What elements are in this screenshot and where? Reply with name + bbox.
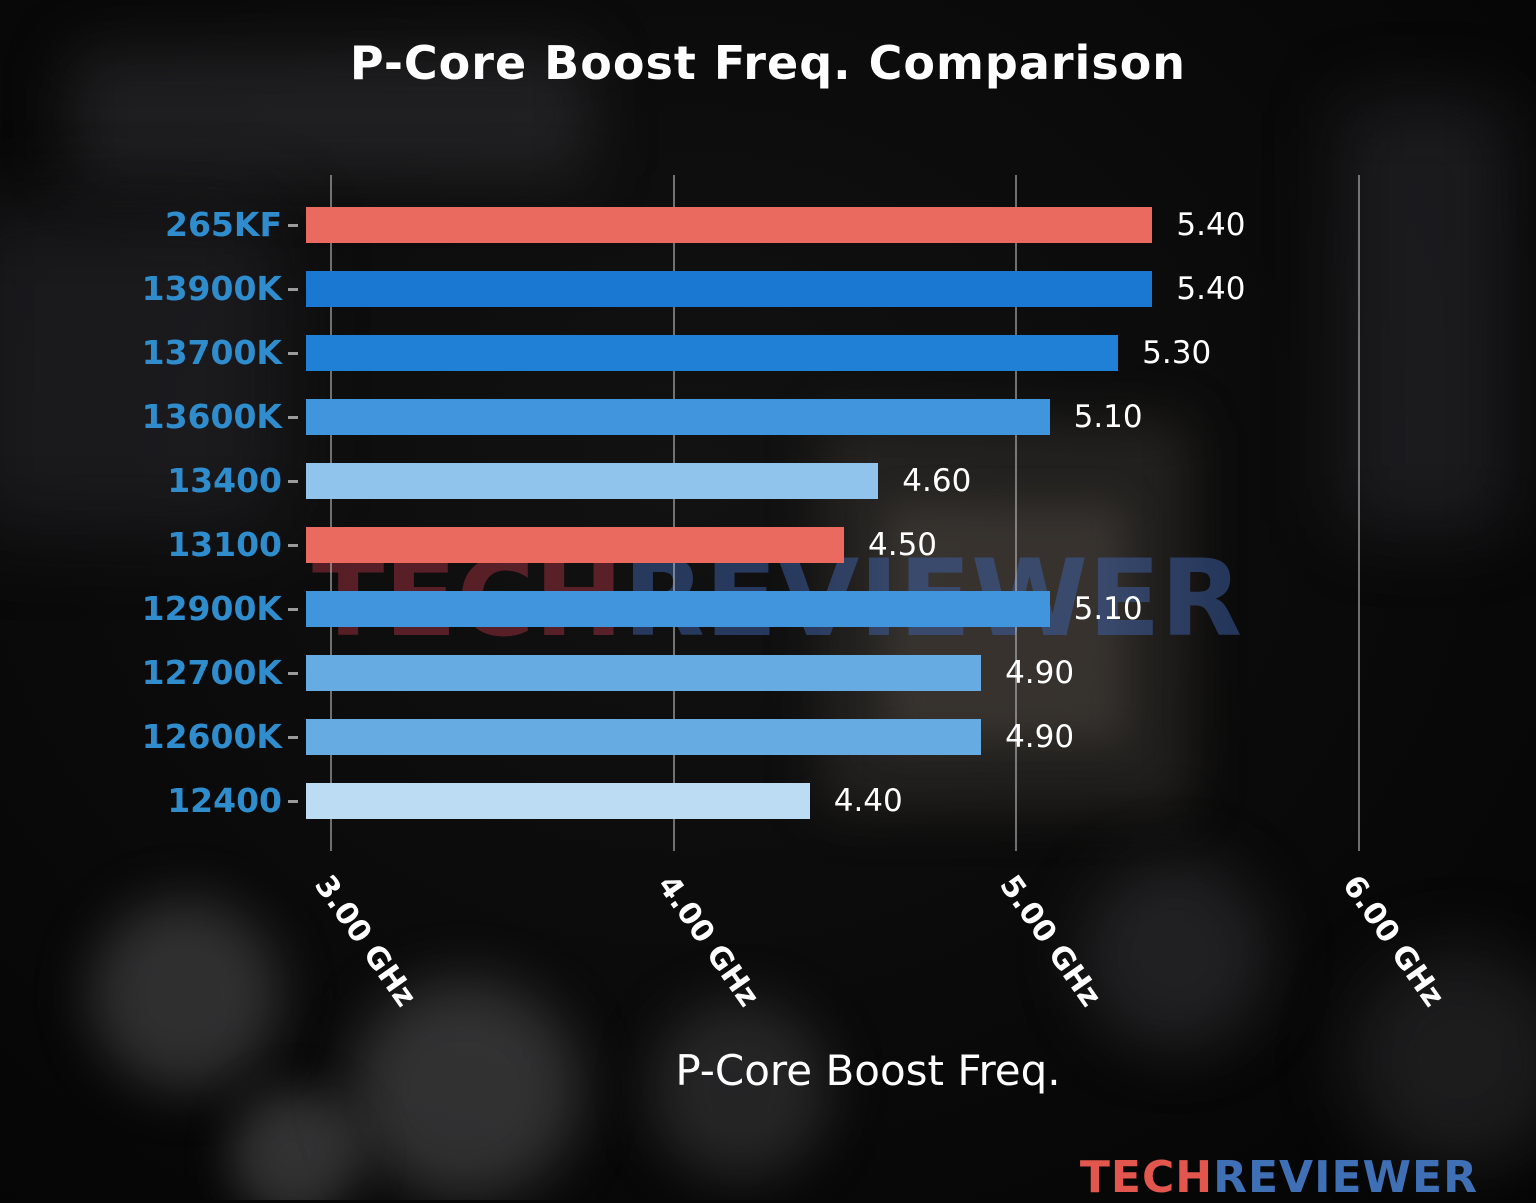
x-tick-label-3: 3.00 GHz bbox=[307, 869, 423, 1014]
gridline-6 bbox=[1358, 175, 1361, 851]
value-label-13400: 4.60 bbox=[902, 463, 972, 499]
value-label-12600K: 4.90 bbox=[1005, 719, 1075, 755]
category-label-12400: 12400 bbox=[167, 781, 282, 820]
y-tick-12400 bbox=[288, 800, 298, 803]
y-tick-12900K bbox=[288, 608, 298, 611]
category-label-13900K: 13900K bbox=[141, 269, 282, 308]
category-label-13700K: 13700K bbox=[141, 333, 282, 372]
bar-265KF bbox=[306, 207, 1153, 243]
y-tick-13600K bbox=[288, 416, 298, 419]
category-labels: 265KF 13900K 13700K 13600K 13400 13100 12900K 1… bbox=[0, 175, 300, 851]
value-label-12700K: 4.90 bbox=[1005, 655, 1075, 691]
x-tick-label-5: 5.00 GHz bbox=[992, 869, 1109, 1014]
bg-bokeh-circle bbox=[650, 1000, 830, 1180]
chart-title: P-Core Boost Freq. Comparison bbox=[349, 36, 1187, 90]
x-tick-label-4: 4.00 GHz bbox=[649, 869, 766, 1014]
category-label-12600K: 12600K bbox=[141, 717, 282, 756]
y-tick-12700K bbox=[288, 672, 298, 675]
bar-12900K bbox=[306, 591, 1050, 627]
category-label-12700K: 12700K bbox=[141, 653, 282, 692]
bg-bokeh-circle bbox=[230, 1090, 360, 1200]
value-label-13600K: 5.10 bbox=[1073, 399, 1143, 435]
bar-13700K bbox=[306, 335, 1119, 371]
watermark-footer: TECHREVIEWER bbox=[1080, 1152, 1478, 1203]
gridlines bbox=[306, 175, 1430, 851]
bg-blur-shape bbox=[0, 210, 280, 530]
gridline-4 bbox=[672, 175, 675, 851]
y-tick-13100 bbox=[288, 544, 298, 547]
category-label-13600K: 13600K bbox=[141, 397, 282, 436]
bg-blur-shape bbox=[1340, 100, 1510, 530]
y-tick-13900K bbox=[288, 288, 298, 291]
bar-13600K bbox=[306, 399, 1050, 435]
value-label-12400: 4.40 bbox=[833, 783, 903, 819]
x-axis-label: P-Core Boost Freq. bbox=[675, 1046, 1061, 1095]
value-label-265KF: 5.40 bbox=[1176, 207, 1246, 243]
value-label-13100: 4.50 bbox=[868, 527, 938, 563]
bg-bokeh-circle bbox=[1350, 950, 1536, 1170]
y-tick-13400 bbox=[288, 480, 298, 483]
x-axis-ticks: 3.00 GHz 4.00 GHz 5.00 GHz 6.00 GHz bbox=[306, 863, 1451, 1063]
bg-bokeh-circle bbox=[90, 900, 280, 1090]
bar-13100 bbox=[306, 527, 844, 563]
y-tick-13700K bbox=[288, 352, 298, 355]
y-tick-265KF bbox=[288, 224, 298, 227]
category-label-265KF: 265KF bbox=[165, 205, 282, 244]
value-label-12900K: 5.10 bbox=[1073, 591, 1143, 627]
bar-12600K bbox=[306, 719, 982, 755]
value-label-13900K: 5.40 bbox=[1176, 271, 1246, 307]
y-tick-12600K bbox=[288, 736, 298, 739]
category-label-13400: 13400 bbox=[167, 461, 282, 500]
bg-bokeh-circle bbox=[1080, 860, 1270, 1050]
bars: 5.40 5.40 5.30 5.10 4.60 4.50 5.10 4.90 4.90 4.40 bbox=[306, 175, 1430, 851]
gridline-5 bbox=[1015, 175, 1018, 851]
bar-12400 bbox=[306, 783, 810, 819]
bg-bokeh-circle bbox=[350, 980, 580, 1200]
bar-13900K bbox=[306, 271, 1153, 307]
category-label-12900K: 12900K bbox=[141, 589, 282, 628]
footer-tech-text: TECH bbox=[1079, 1152, 1214, 1203]
value-label-13700K: 5.30 bbox=[1142, 335, 1212, 371]
footer-reviewer-text: REVIEWER bbox=[1213, 1152, 1478, 1203]
bar-12700K bbox=[306, 655, 982, 691]
category-label-13100: 13100 bbox=[167, 525, 282, 564]
bg-blur-shape bbox=[70, 50, 590, 180]
plot-area: 5.40 5.40 5.30 5.10 4.60 4.50 5.10 4.90 4.90 4.40 bbox=[306, 175, 1430, 851]
gridline-3 bbox=[329, 175, 332, 851]
bar-13400 bbox=[306, 463, 879, 499]
